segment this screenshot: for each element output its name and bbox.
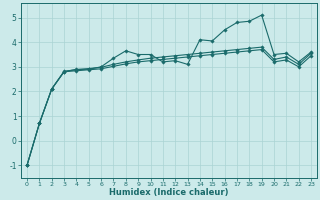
X-axis label: Humidex (Indice chaleur): Humidex (Indice chaleur) — [109, 188, 229, 197]
